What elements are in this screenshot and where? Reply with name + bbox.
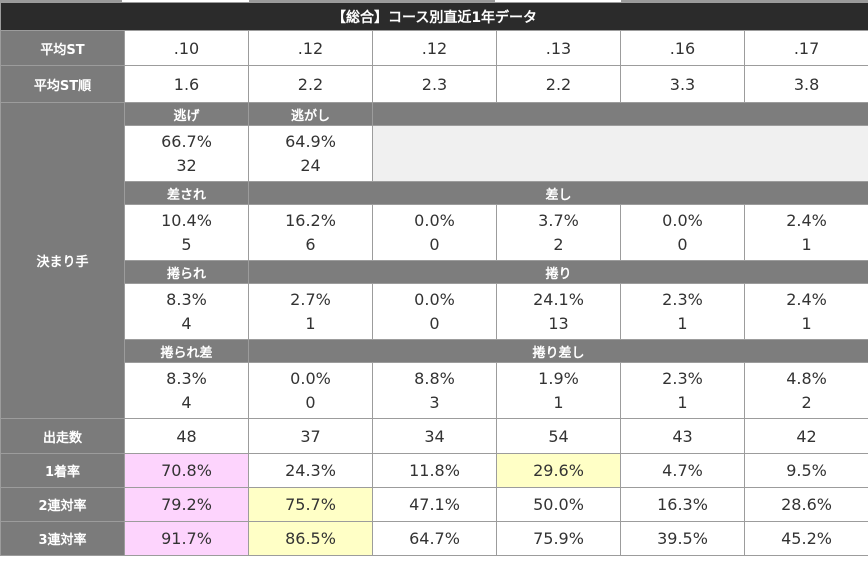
cell-value: 2.3	[372, 65, 497, 103]
sub-header-nigashi: 逃がし	[248, 102, 373, 126]
cell-value: 2.2	[496, 65, 621, 103]
kimarite-makurizashi-header-row: 捲られ差 捲り差し	[1, 339, 868, 363]
table-row-starts: 出走数 48 37 34 54 43 42	[0, 418, 868, 454]
cell-value: 75.9%	[496, 521, 621, 556]
kimarite-nige-values-row: 66.7% 32 64.9% 24	[1, 125, 868, 182]
cell-value: 64.7%	[372, 521, 497, 556]
course-stats-table: 【総合】コース別直近1年データ 平均ST .10 .12 .12 .13 .16…	[0, 2, 868, 556]
cell-value: 9.5%	[743, 453, 868, 488]
sub-header-makurare: 捲られ	[124, 260, 249, 284]
cell-value-highlighted: 86.5%	[248, 521, 373, 556]
cell-value: 2.2	[248, 65, 373, 103]
cell-value: 4.8% 2	[743, 362, 868, 419]
row-label-avg-st: 平均ST	[0, 30, 125, 66]
cell-value: .13	[496, 30, 621, 66]
kimarite-sashi-header-row: 差され 差し	[1, 181, 868, 205]
row-label-kimarite: 決まり手	[0, 102, 125, 419]
kimarite-sashi-values-row: 10.4% 5 16.2% 6 0.0% 0 3.7% 2 0.0% 0 2.4% 1	[1, 204, 868, 261]
sub-header-makurizashi: 捲り差し	[247, 339, 868, 363]
top-border-strip	[0, 0, 868, 2]
cell-value: 48	[124, 418, 249, 454]
cell-value: 0.0% 0	[372, 204, 497, 261]
cell-value: 2.4% 1	[743, 283, 868, 340]
cell-value: .17	[743, 30, 868, 66]
cell-value-highlighted: 75.7%	[248, 487, 373, 522]
cell-value: 8.3% 4	[124, 362, 249, 419]
sub-header-sasare: 差され	[124, 181, 249, 205]
sub-header-makuri: 捲り	[247, 260, 868, 284]
cell-value: 24.1% 13	[496, 283, 621, 340]
cell-value-highlighted: 79.2%	[124, 487, 249, 522]
cell-value: 50.0%	[496, 487, 621, 522]
cell-value: .12	[248, 30, 373, 66]
cell-value: .16	[620, 30, 745, 66]
kimarite-makuri-values-row: 8.3% 4 2.7% 1 0.0% 0 24.1% 13 2.3% 1 2.4% 1	[1, 283, 868, 340]
cell-value-highlighted: 29.6%	[496, 453, 621, 488]
cell-value: 0.0% 0	[372, 283, 497, 340]
cell-value: 3.8	[743, 65, 868, 103]
cell-value: 4.7%	[620, 453, 745, 488]
cell-value: 54	[496, 418, 621, 454]
table-row-avg-st: 平均ST .10 .12 .12 .13 .16 .17	[0, 30, 868, 66]
cell-value: 39.5%	[620, 521, 745, 556]
cell-value: 34	[372, 418, 497, 454]
row-label-win-rate: 1着率	[0, 453, 125, 488]
cell-value: 0.0% 0	[248, 362, 373, 419]
kimarite-nige-header-row: 決まり手 逃げ 逃がし	[0, 102, 868, 419]
cell-value: 28.6%	[743, 487, 868, 522]
row-label-quinella-rate: 2連対率	[0, 487, 125, 522]
cell-value: 16.2% 6	[248, 204, 373, 261]
cell-value: 64.9% 24	[248, 125, 373, 182]
table-title: 【総合】コース別直近1年データ	[0, 2, 868, 31]
table-row-avg-st-rank: 平均ST順 1.6 2.2 2.3 2.2 3.3 3.8	[0, 65, 868, 103]
sub-header-sashi: 差し	[247, 181, 868, 205]
cell-value: 66.7% 32	[124, 125, 249, 182]
kimarite-makuri-header-row: 捲られ 捲り	[1, 260, 868, 284]
cell-value: 1.6	[124, 65, 249, 103]
table-title-row: 【総合】コース別直近1年データ	[0, 2, 868, 31]
sub-header-nige: 逃げ	[124, 102, 249, 126]
cell-value: 37	[248, 418, 373, 454]
cell-value-highlighted: 70.8%	[124, 453, 249, 488]
cell-value: 43	[620, 418, 745, 454]
cell-value: .12	[372, 30, 497, 66]
cell-value: 3.3	[620, 65, 745, 103]
table-row-trio-rate: 3連対率 91.7% 86.5% 64.7% 75.9% 39.5% 45.2%	[0, 521, 868, 556]
cell-value: 2.3% 1	[620, 362, 745, 419]
cell-value: 1.9% 1	[496, 362, 621, 419]
row-label-avg-st-rank: 平均ST順	[0, 65, 125, 103]
cell-value: 47.1%	[372, 487, 497, 522]
cell-value: 45.2%	[743, 521, 868, 556]
row-label-starts: 出走数	[0, 418, 125, 454]
table-row-quinella-rate: 2連対率 79.2% 75.7% 47.1% 50.0% 16.3% 28.6%	[0, 487, 868, 522]
kimarite-makurizashi-values-row: 8.3% 4 0.0% 0 8.8% 3 1.9% 1 2.3% 1 4.8% 2	[1, 362, 868, 419]
cell-value: .10	[124, 30, 249, 66]
cell-value: 8.8% 3	[372, 362, 497, 419]
cell-value: 24.3%	[248, 453, 373, 488]
cell-value: 11.8%	[372, 453, 497, 488]
row-label-trio-rate: 3連対率	[0, 521, 125, 556]
cell-value: 2.4% 1	[743, 204, 868, 261]
cell-value: 16.3%	[620, 487, 745, 522]
cell-value: 0.0% 0	[620, 204, 745, 261]
cell-value: 8.3% 4	[124, 283, 249, 340]
cell-value: 2.3% 1	[620, 283, 745, 340]
cell-value-highlighted: 91.7%	[124, 521, 249, 556]
table-row-win-rate: 1着率 70.8% 24.3% 11.8% 29.6% 4.7% 9.5%	[0, 453, 868, 488]
cell-value: 42	[743, 418, 868, 454]
sub-header-blank	[371, 102, 868, 126]
cell-value: 10.4% 5	[124, 204, 249, 261]
cell-value: 3.7% 2	[496, 204, 621, 261]
empty-cell	[371, 125, 868, 182]
cell-value: 2.7% 1	[248, 283, 373, 340]
sub-header-makurare-sa: 捲られ差	[124, 339, 249, 363]
